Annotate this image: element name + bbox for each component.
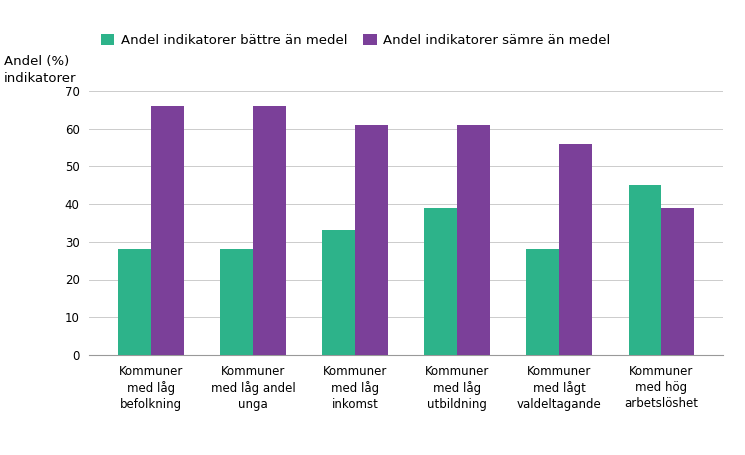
Bar: [323, 231, 355, 355]
Bar: [355, 125, 387, 355]
Bar: [629, 185, 662, 355]
Bar: [253, 106, 285, 355]
Bar: [527, 249, 559, 355]
Bar: [221, 249, 253, 355]
Bar: [559, 144, 592, 355]
Legend: Andel indikatorer bättre än medel, Andel indikatorer sämre än medel: Andel indikatorer bättre än medel, Andel…: [96, 29, 615, 53]
Bar: [118, 249, 150, 355]
Bar: [425, 208, 457, 355]
Bar: [457, 125, 489, 355]
Text: Andel (%)
indikatorer: Andel (%) indikatorer: [4, 55, 76, 85]
Bar: [150, 106, 183, 355]
Bar: [662, 208, 694, 355]
